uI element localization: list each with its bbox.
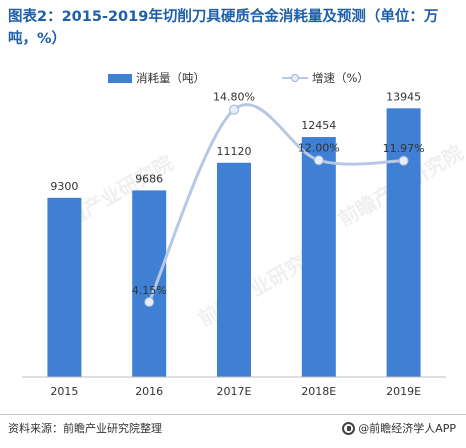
bar-value-label: 13945 [386, 90, 421, 103]
growth-line [147, 103, 404, 303]
growth-point [229, 104, 239, 115]
legend-bar-label: 消耗量（吨） [136, 71, 205, 85]
chart-title: 图表2：2015-2019年切削刀具硬质合金消耗量及预测（单位：万吨，%） [8, 9, 439, 47]
source-note: 资料来源：前瞻产业研究院整理 [8, 422, 162, 435]
x-tick-label: 2019E [386, 385, 421, 398]
growth-value-label: 4.15% [132, 284, 167, 297]
brand-label: @前瞻经济学人APP [358, 422, 456, 435]
growth-point [144, 297, 155, 308]
x-tick-label: 2016 [135, 385, 163, 398]
x-tick-label: 2018E [301, 385, 336, 398]
legend: 消耗量（吨） 增速（%） [0, 70, 466, 90]
brand-credit: @前瞻经济学人APP [342, 420, 456, 436]
brand-logo-icon [342, 421, 356, 435]
bar [386, 108, 421, 378]
chart-plot: 9300 2015 9686 2016 11120 2017E 12454 2018E 1394… [22, 90, 446, 398]
growth-point [398, 155, 409, 166]
growth-value-label: 11.97% [383, 142, 425, 155]
growth-point [313, 155, 324, 166]
x-tick-label: 2015 [50, 385, 78, 398]
x-tick-label: 2017E [217, 385, 252, 398]
growth-value-label: 12.00% [298, 141, 340, 154]
bar-value-label: 9300 [50, 180, 78, 193]
legend-line-item: 增速（%） [282, 70, 369, 86]
bar-value-label: 12454 [301, 119, 336, 132]
bar [47, 197, 82, 377]
bar-value-label: 9686 [135, 172, 163, 185]
legend-line-swatch [282, 73, 308, 83]
legend-bar-item: 消耗量（吨） [108, 70, 205, 86]
footer-divider [0, 414, 466, 415]
bar [217, 162, 251, 377]
bar-value-label: 11120 [217, 145, 252, 158]
legend-bar-swatch [108, 73, 132, 83]
bar [132, 190, 167, 377]
bar [301, 137, 336, 377]
legend-line-label: 增速（%） [312, 71, 369, 85]
growth-value-label: 14.80% [213, 91, 255, 104]
